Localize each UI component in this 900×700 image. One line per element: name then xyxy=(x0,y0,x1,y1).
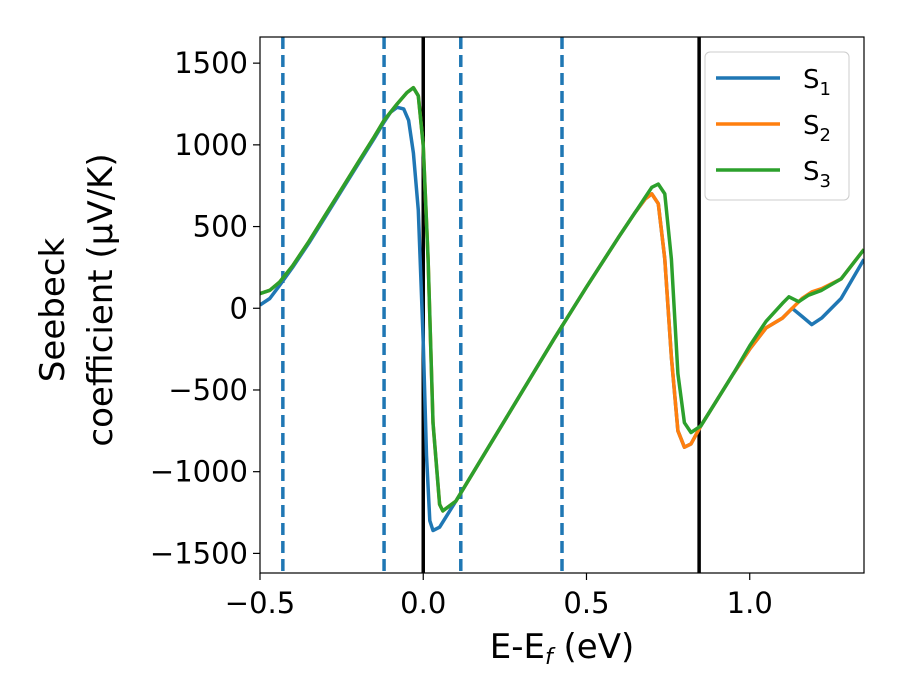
y-axis-ticks: 1500 1000 500 0 −500 −1000 −1500 xyxy=(150,46,260,570)
x-tick-label-2: 0.5 xyxy=(563,586,609,620)
y-axis-label-line1: Seebeck xyxy=(33,238,73,383)
x-tick-label-1: 0.0 xyxy=(400,586,446,620)
plot-frame xyxy=(259,36,865,574)
x-axis-label-unit: (eV) xyxy=(553,627,635,667)
x-axis-label-main: E-E xyxy=(490,627,545,667)
x-axis-label-sub: f xyxy=(545,645,556,670)
legend-box xyxy=(704,51,850,201)
series-lines xyxy=(260,85,864,533)
reference-lines xyxy=(281,37,701,573)
y-axis-label: Seebeck coefficient (μV/K) xyxy=(33,153,121,446)
legend-label-S3: S3 xyxy=(803,157,831,192)
legend-label-S2: S2 xyxy=(803,111,831,146)
y-tick-label-4: −500 xyxy=(168,373,248,407)
y-tick-label-3: 0 xyxy=(230,291,248,325)
y-tick-label-6: −1500 xyxy=(150,536,248,570)
series-line-S3 xyxy=(260,85,864,513)
x-axis-label: E-Ef (eV) xyxy=(490,627,635,670)
y-tick-label-0: 1500 xyxy=(174,46,248,80)
y-tick-label-1: 1000 xyxy=(174,128,248,162)
x-tick-label-3: 1.0 xyxy=(727,586,773,620)
legend-label-S1: S1 xyxy=(803,65,831,100)
y-axis-label-line2: coefficient (μV/K) xyxy=(81,153,121,446)
y-tick-label-2: 500 xyxy=(193,210,248,244)
x-tick-label-0: −0.5 xyxy=(225,586,295,620)
x-axis-ticks: −0.5 0.0 0.5 1.0 xyxy=(225,573,773,620)
y-tick-label-5: −1000 xyxy=(150,455,248,489)
legend: S1 S2 S3 xyxy=(704,51,850,201)
